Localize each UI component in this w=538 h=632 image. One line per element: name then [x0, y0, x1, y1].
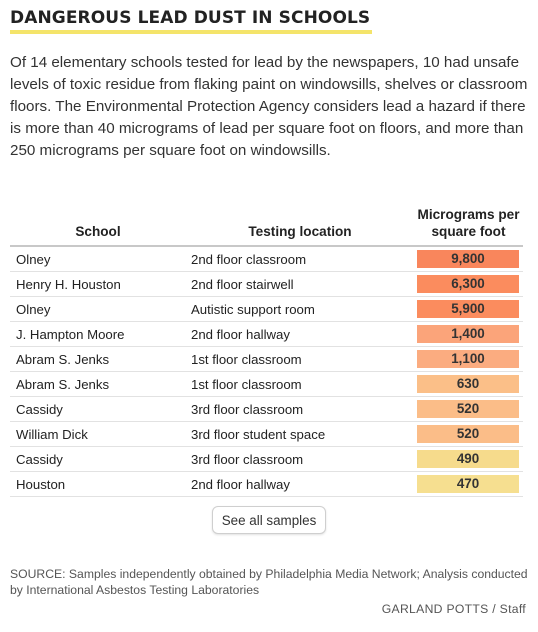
- title-wrapper: DANGEROUS LEAD DUST IN SCHOOLS: [10, 8, 373, 34]
- cell-location: 2nd floor classroom: [186, 246, 414, 272]
- value-bar: 1,100: [417, 350, 519, 368]
- value-bar: 9,800: [417, 250, 519, 268]
- cell-value: 1,100: [414, 346, 523, 372]
- credit: GARLAND POTTS / Staff: [381, 602, 526, 616]
- chart-title: DANGEROUS LEAD DUST IN SCHOOLS: [10, 8, 373, 34]
- cell-value: 5,900: [414, 296, 523, 322]
- cell-school: Henry H. Houston: [10, 271, 186, 297]
- cell-value: 630: [414, 371, 523, 397]
- value-bar: 6,300: [417, 275, 519, 293]
- table-row: Olney Autistic support room 5,900: [10, 296, 523, 322]
- cell-value: 520: [414, 396, 523, 422]
- table-row: Houston 2nd floor hallway 470: [10, 471, 523, 497]
- cell-value: 490: [414, 446, 523, 472]
- cell-school: Abram S. Jenks: [10, 371, 186, 397]
- header-micrograms: Micrograms per square foot: [414, 206, 523, 247]
- value-bar: 5,900: [417, 300, 519, 318]
- cell-school: William Dick: [10, 421, 186, 447]
- cell-value: 9,800: [414, 246, 523, 272]
- table-row: William Dick 3rd floor student space 520: [10, 421, 523, 447]
- cell-location: Autistic support room: [186, 296, 414, 322]
- cell-school: Olney: [10, 246, 186, 272]
- cell-location: 1st floor classroom: [186, 371, 414, 397]
- cell-school: Cassidy: [10, 396, 186, 422]
- cell-value: 1,400: [414, 321, 523, 347]
- cell-school: Cassidy: [10, 446, 186, 472]
- value-bar: 630: [417, 375, 519, 393]
- table-row: J. Hampton Moore 2nd floor hallway 1,400: [10, 321, 523, 347]
- table-body: Olney 2nd floor classroom 9,800 Henry H. Ho…: [10, 246, 523, 497]
- value-bar: 520: [417, 400, 519, 418]
- value-bar: 1,400: [417, 325, 519, 343]
- cell-school: Abram S. Jenks: [10, 346, 186, 372]
- cell-location: 3rd floor student space: [186, 421, 414, 447]
- cell-location: 3rd floor classroom: [186, 446, 414, 472]
- cell-value: 6,300: [414, 271, 523, 297]
- cell-value: 520: [414, 421, 523, 447]
- source-note: SOURCE: Samples independently obtained b…: [10, 567, 528, 597]
- lead-table: School Testing location Micrograms per s…: [10, 206, 523, 497]
- header-school: School: [10, 206, 186, 247]
- cell-location: 2nd floor stairwell: [186, 271, 414, 297]
- intro-text: Of 14 elementary schools tested for lead…: [10, 54, 528, 159]
- table-header-row: School Testing location Micrograms per s…: [10, 206, 523, 247]
- cell-school: J. Hampton Moore: [10, 321, 186, 347]
- value-bar: 470: [417, 475, 519, 493]
- table-row: Cassidy 3rd floor classroom 520: [10, 396, 523, 422]
- header-location: Testing location: [186, 206, 414, 247]
- see-all-samples-button[interactable]: See all samples: [212, 506, 326, 534]
- value-bar: 490: [417, 450, 519, 468]
- table-row: Olney 2nd floor classroom 9,800: [10, 246, 523, 272]
- table-row: Cassidy 3rd floor classroom 490: [10, 446, 523, 472]
- cell-location: 2nd floor hallway: [186, 321, 414, 347]
- cell-location: 1st floor classroom: [186, 346, 414, 372]
- cell-location: 2nd floor hallway: [186, 471, 414, 497]
- table-row: Henry H. Houston 2nd floor stairwell 6,300: [10, 271, 523, 297]
- cell-school: Houston: [10, 471, 186, 497]
- table-row: Abram S. Jenks 1st floor classroom 1,100: [10, 346, 523, 372]
- cell-value: 470: [414, 471, 523, 497]
- cell-location: 3rd floor classroom: [186, 396, 414, 422]
- table-row: Abram S. Jenks 1st floor classroom 630: [10, 371, 523, 397]
- cell-school: Olney: [10, 296, 186, 322]
- value-bar: 520: [417, 425, 519, 443]
